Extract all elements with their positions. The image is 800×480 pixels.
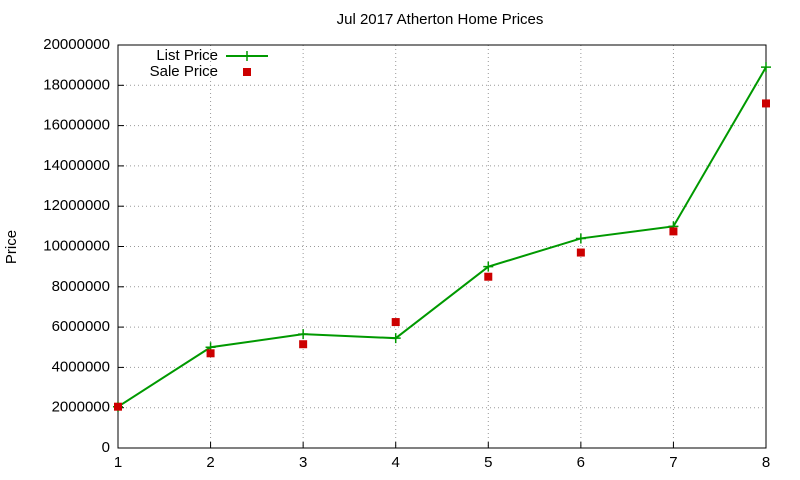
y-tick-label: 6000000 (52, 318, 110, 335)
y-tick-label: 8000000 (52, 278, 110, 295)
x-tick-label: 1 (114, 454, 122, 471)
x-tick-label: 6 (577, 454, 585, 471)
point-marker (299, 340, 308, 349)
y-tick-label: 20000000 (43, 36, 110, 53)
point-marker (762, 99, 770, 108)
y-tick-label: 12000000 (43, 197, 110, 214)
x-tick-label: 5 (484, 454, 492, 471)
x-tick-label: 4 (392, 454, 400, 471)
x-tick-label: 3 (299, 454, 307, 471)
x-tick-label: 8 (762, 454, 770, 471)
legend-marker (243, 68, 251, 76)
x-tick-label: 7 (669, 454, 677, 471)
point-marker (761, 62, 771, 73)
legend-label: List Price (156, 47, 218, 64)
chart-title: Jul 2017 Atherton Home Prices (337, 11, 544, 28)
point-marker (206, 349, 215, 358)
legend-marker (242, 51, 252, 61)
y-tick-label: 4000000 (52, 358, 110, 375)
y-tick-label: 16000000 (43, 117, 110, 134)
y-tick-label: 0 (102, 439, 110, 456)
point-marker (298, 329, 309, 340)
series-line (117, 66, 767, 408)
point-marker (483, 261, 494, 272)
y-tick-label: 2000000 (52, 399, 110, 416)
point-marker (390, 333, 401, 344)
plot-border (117, 44, 767, 449)
point-marker (114, 402, 122, 411)
point-marker (484, 272, 493, 281)
point-marker (669, 227, 678, 236)
y-axis-label: Price (3, 230, 20, 264)
y-tick-label: 14000000 (43, 157, 110, 174)
point-marker (391, 318, 400, 327)
y-tick-label: 10000000 (43, 237, 110, 254)
point-marker (576, 248, 585, 257)
y-tick-label: 18000000 (43, 76, 110, 93)
x-tick-label: 2 (206, 454, 214, 471)
legend-label: Sale Price (150, 63, 218, 80)
point-marker (575, 233, 586, 244)
